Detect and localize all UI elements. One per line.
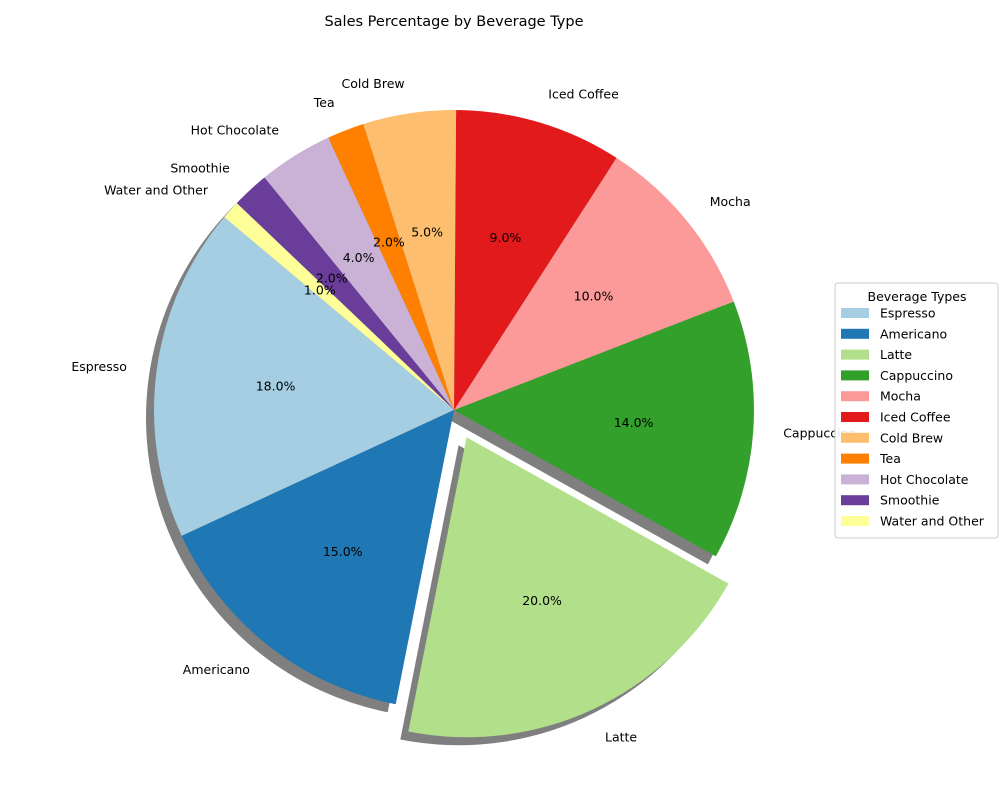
slice-label-smoothie: Smoothie [170,160,230,175]
legend-swatch-espresso [841,308,869,318]
legend-label-smoothie: Smoothie [880,493,940,508]
pie-slices [154,110,755,738]
legend-swatch-americano [841,328,869,339]
slice-smoothie [236,177,454,410]
pct-label-cappuccino: 14.0% [614,415,654,430]
legend-swatch-mocha [841,391,869,402]
pct-label-americano: 15.0% [323,544,363,559]
slice-label-tea: Tea [313,95,335,110]
slice-label-americano: Americano [183,662,250,677]
pct-label-espresso: 18.0% [256,379,296,394]
slice-label-mocha: Mocha [710,194,751,209]
legend-label-espresso: Espresso [880,306,936,321]
legend-swatch-smoothie [841,495,869,506]
pct-label-latte: 20.0% [522,593,562,608]
slice-label-espresso: Espresso [71,359,127,374]
legend-swatch-cold-brew [841,432,869,443]
legend-items: Espresso Americano Latte Cappuccino Mocha Ice… [841,306,985,529]
slice-mocha [454,157,734,410]
slice-label-latte: Latte [605,729,637,744]
slice-water-and-other [224,203,454,410]
pct-label-smoothie: 2.0% [316,270,348,285]
legend-label-americano: Americano [880,326,947,341]
pct-label-iced-coffee: 9.0% [490,230,522,245]
legend-title: Beverage Types [868,289,967,304]
legend-label-iced-coffee: Iced Coffee [880,410,951,425]
legend: Beverage Types Espresso Americano Latte Cap… [834,282,999,539]
slice-americano [181,410,455,705]
pct-label-water-and-other: 1.0% [304,283,336,298]
legend-swatch-tea [841,453,869,464]
percentage-labels: 18.0%15.0%20.0%14.0%10.0%9.0%5.0%2.0%4.0… [256,225,654,609]
slice-iced-coffee [454,110,617,410]
chart-title: Sales Percentage by Beverage Type [324,14,583,30]
slice-label-iced-coffee: Iced Coffee [548,86,619,101]
pct-label-tea: 2.0% [373,235,405,250]
slice-label-hot-chocolate: Hot Chocolate [191,123,280,138]
slice-label-cold-brew: Cold Brew [342,76,405,91]
pct-label-mocha: 10.0% [574,289,614,304]
legend-swatch-cappuccino [841,370,869,381]
slice-hot-chocolate [264,137,454,411]
slice-espresso [154,217,455,536]
legend-frame [834,282,999,539]
slice-latte [408,437,729,738]
legend-label-cold-brew: Cold Brew [880,430,943,445]
legend-swatch-iced-coffee [841,412,869,422]
slice-cappuccino [454,301,755,557]
legend-label-water-and-other: Water and Other [880,514,985,529]
legend-label-tea: Tea [879,451,901,466]
legend-swatch-hot-chocolate [841,474,869,485]
pct-label-hot-chocolate: 4.0% [343,250,375,265]
slice-label-water-and-other: Water and Other [104,183,209,198]
legend-label-cappuccino: Cappuccino [880,368,953,383]
legend-swatch-latte [841,349,869,360]
legend-label-latte: Latte [880,347,912,362]
slice-cold-brew [363,110,457,410]
slice-tea [328,124,454,411]
pct-label-cold-brew: 5.0% [411,225,443,240]
legend-label-mocha: Mocha [880,389,921,404]
legend-label-hot-chocolate: Hot Chocolate [880,472,969,487]
legend-swatch-water-and-other [841,516,869,526]
